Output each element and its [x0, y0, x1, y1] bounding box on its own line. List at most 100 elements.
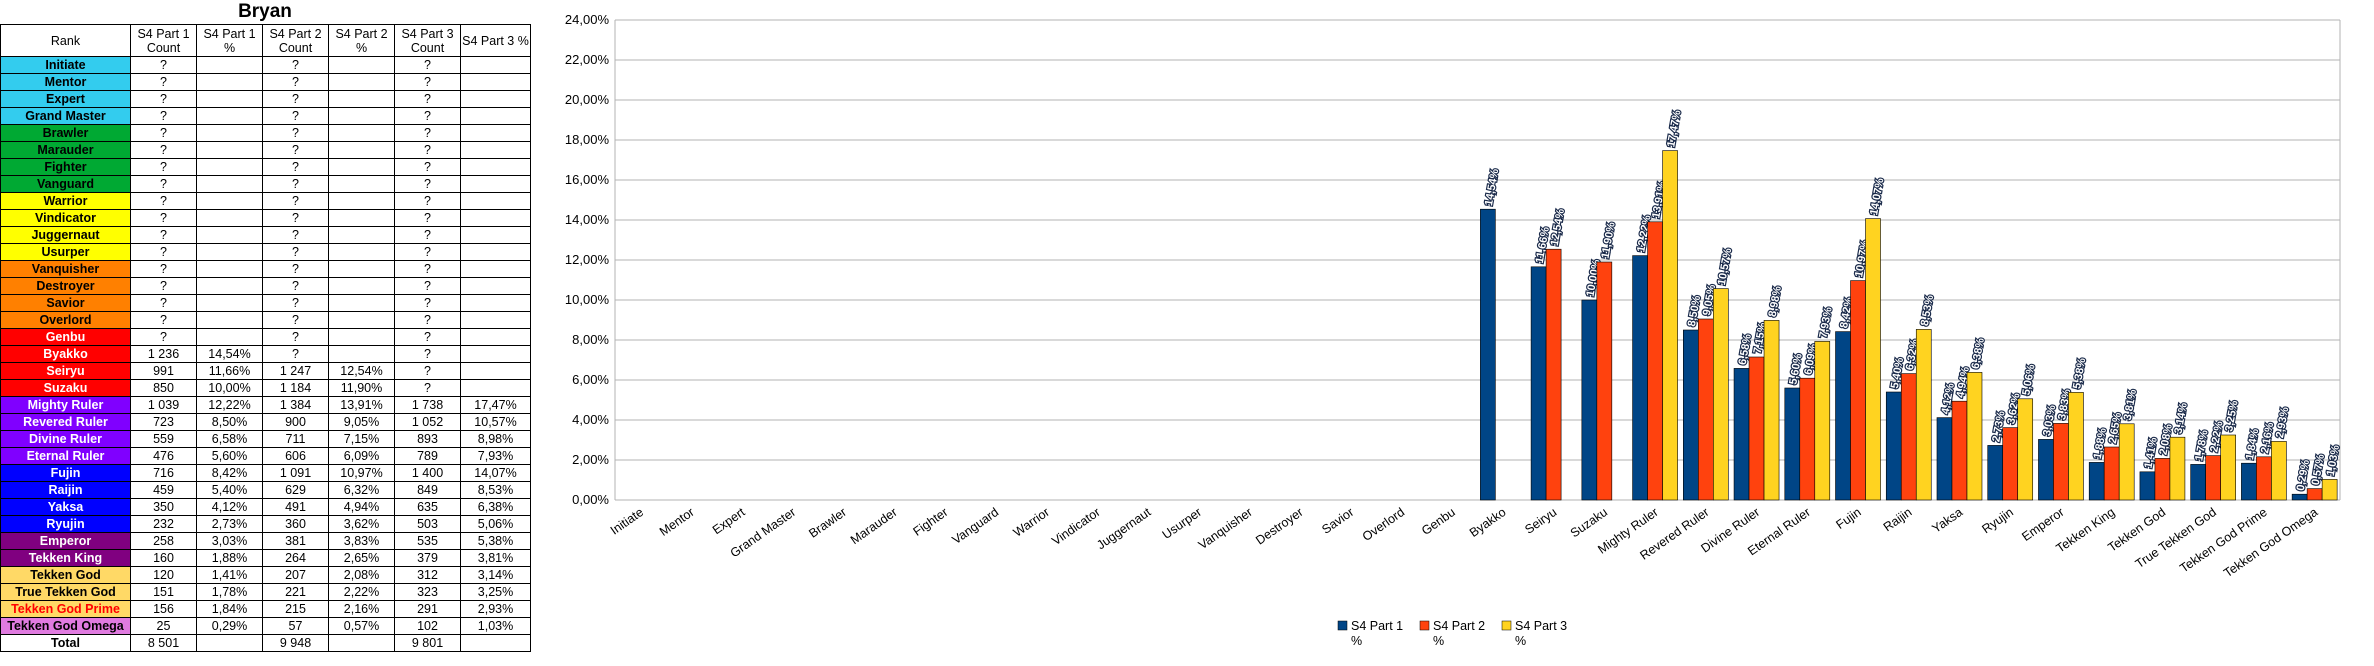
- value-cell: 3,62%: [328, 515, 395, 533]
- value-cell: [460, 362, 531, 380]
- rank-cell: Initiate: [0, 56, 131, 74]
- value-cell: 3,03%: [196, 532, 263, 550]
- bar: [1748, 356, 1765, 501]
- value-cell: ?: [262, 345, 329, 363]
- value-cell: 9 801: [394, 634, 461, 652]
- value-cell: ?: [262, 209, 329, 227]
- value-cell: [328, 107, 395, 125]
- x-tick-label: Brawler: [806, 505, 849, 541]
- table-row: Mighty Ruler 1 039 12,22% 1 384 13,91% 1 738 1…: [0, 396, 531, 414]
- value-cell: ?: [394, 311, 461, 329]
- value-cell: 11,90%: [328, 379, 395, 397]
- value-cell: ?: [262, 311, 329, 329]
- x-tick-label: Yaksa: [1929, 505, 1965, 536]
- value-cell: 1 247: [262, 362, 329, 380]
- value-cell: 900: [262, 413, 329, 431]
- value-cell: ?: [394, 362, 461, 380]
- value-cell: 5,40%: [196, 481, 263, 499]
- value-cell: [196, 328, 263, 346]
- rank-distribution-chart: 0,00% 2,00% 4,00% 6,00% 8,00% 10,00% 12,00% 14,…: [565, 12, 2343, 648]
- value-cell: ?: [394, 277, 461, 295]
- value-cell: [328, 328, 395, 346]
- value-cell: 849: [394, 481, 461, 499]
- value-cell: [196, 243, 263, 261]
- value-cell: [196, 56, 263, 74]
- value-cell: 503: [394, 515, 461, 533]
- legend-label: S4 Part 2%: [1433, 619, 1485, 648]
- value-cell: 8,50%: [196, 413, 263, 431]
- value-cell: 2,16%: [328, 600, 395, 618]
- value-cell: ?: [394, 73, 461, 91]
- value-cell: 3,14%: [460, 566, 531, 584]
- value-cell: ?: [130, 124, 197, 142]
- bar: [2038, 439, 2054, 501]
- value-cell: ?: [130, 243, 197, 261]
- value-cell: ?: [130, 158, 197, 176]
- table-row: Tekken God 120 1,41% 207 2,08% 312 3,14%: [0, 566, 531, 584]
- value-cell: [196, 277, 263, 295]
- value-cell: [196, 226, 263, 244]
- x-tick-label: Ryujin: [1979, 505, 2016, 536]
- value-cell: ?: [262, 226, 329, 244]
- table-row: Seiryu 991 11,66% 1 247 12,54%?: [0, 362, 531, 380]
- value-cell: 264: [262, 549, 329, 567]
- table-row: Brawler???: [0, 124, 531, 142]
- table-row: Fujin 716 8,42% 1 091 10,97% 1 400 14,07%: [0, 464, 531, 482]
- y-tick-label: 14,00%: [565, 212, 610, 227]
- table-body: Initiate??? Mentor??? Expert??? Grand Maste…: [0, 56, 531, 652]
- table-row: Byakko 1 236 14,54%??: [0, 345, 531, 363]
- value-cell: 1 091: [262, 464, 329, 482]
- value-cell: 323: [394, 583, 461, 601]
- x-tick-label: Usurper: [1160, 505, 1204, 542]
- value-cell: 57: [262, 617, 329, 635]
- table-row: Savior???: [0, 294, 531, 312]
- value-cell: 14,54%: [196, 345, 263, 363]
- bar: [2169, 436, 2186, 501]
- value-cell: [328, 243, 395, 261]
- bar: [1799, 377, 1816, 501]
- rank-cell: Suzaku: [0, 379, 131, 397]
- table-row: Overlord???: [0, 311, 531, 329]
- x-tick-label: Initiate: [608, 505, 646, 538]
- bar: [2306, 488, 2323, 501]
- value-cell: ?: [394, 209, 461, 227]
- rank-cell: Vanquisher: [0, 260, 131, 278]
- rank-cell: Vindicator: [0, 209, 131, 227]
- value-cell: [328, 192, 395, 210]
- data-label: 14,07%: [1868, 177, 1886, 216]
- table-row: Expert???: [0, 90, 531, 108]
- value-cell: [196, 73, 263, 91]
- value-cell: [196, 192, 263, 210]
- value-cell: 14,07%: [460, 464, 531, 482]
- value-cell: ?: [130, 107, 197, 125]
- value-cell: ?: [262, 175, 329, 193]
- data-label: 5,38%: [2071, 357, 2088, 390]
- value-cell: 13,91%: [328, 396, 395, 414]
- y-tick-label: 0,00%: [572, 492, 609, 507]
- value-cell: [196, 158, 263, 176]
- value-cell: 2,93%: [460, 600, 531, 618]
- value-cell: [328, 90, 395, 108]
- y-tick-label: 20,00%: [565, 92, 610, 107]
- bar: [2068, 392, 2084, 501]
- data-label: 6,38%: [1970, 337, 1987, 370]
- bar: [1865, 218, 1881, 501]
- value-cell: ?: [394, 192, 461, 210]
- rank-cell: Tekken King: [0, 549, 131, 567]
- data-label: 12,54%: [1549, 208, 1567, 247]
- table-row: Juggernaut???: [0, 226, 531, 244]
- y-tick-label: 24,00%: [565, 12, 610, 27]
- table-row: Vanquisher???: [0, 260, 531, 278]
- rank-cell: Yaksa: [0, 498, 131, 516]
- value-cell: ?: [394, 243, 461, 261]
- value-cell: 1 384: [262, 396, 329, 414]
- value-cell: 723: [130, 413, 197, 431]
- rank-cell: Raijin: [0, 481, 131, 499]
- bar: [2103, 446, 2120, 501]
- bar: [1835, 331, 1851, 501]
- value-cell: 8,42%: [196, 464, 263, 482]
- value-cell: ?: [262, 56, 329, 74]
- column-header: S4 Part 3 Count: [394, 24, 461, 57]
- rank-cell: Tekken God Prime: [0, 600, 131, 618]
- value-cell: 207: [262, 566, 329, 584]
